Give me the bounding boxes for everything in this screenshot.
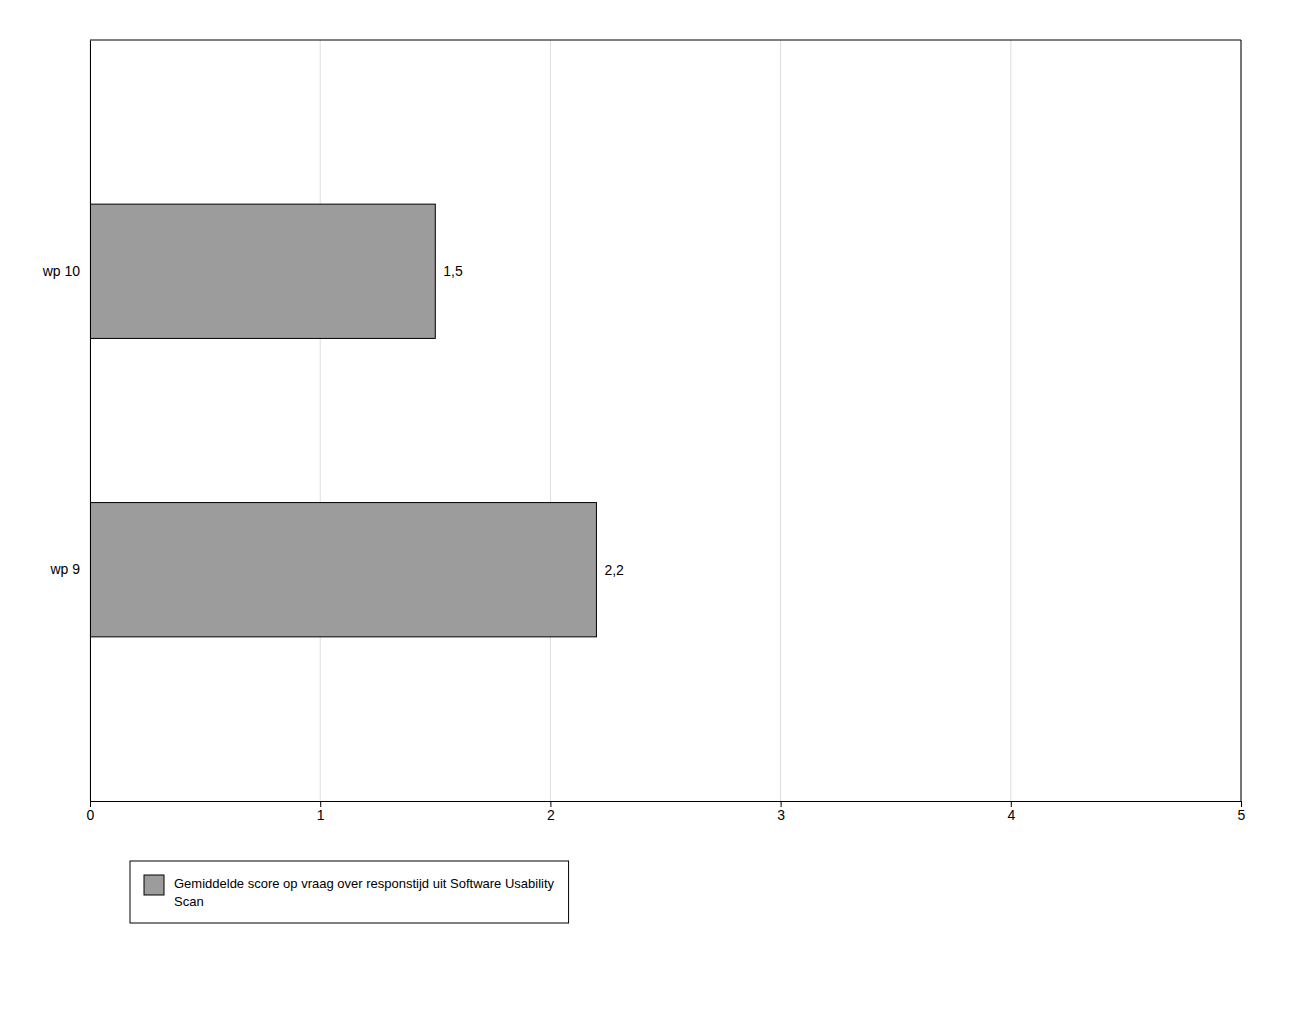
plot-frame (1241, 40, 1242, 801)
x-axis: 0 1 2 3 4 5 (87, 801, 1246, 823)
x-tick: 4 (1007, 801, 1015, 823)
y-tick-label: wp 9 (49, 561, 80, 577)
legend-label-line: Gemiddelde score op vraag over responsti… (174, 876, 555, 891)
grid-line (1010, 40, 1011, 801)
y-tick: wp 9 (49, 561, 80, 577)
x-tick: 0 (87, 801, 95, 823)
y-tick: wp 10 (42, 263, 81, 279)
grid-line (550, 40, 551, 801)
bar (90, 503, 596, 637)
x-tick-label: 5 (1238, 807, 1246, 823)
x-tick-label: 4 (1007, 807, 1015, 823)
legend-label: Gemiddelde score op vraag over responsti… (174, 876, 555, 909)
grid-line (1241, 40, 1242, 801)
legend-label-line: Scan (174, 894, 204, 909)
x-axis-line (91, 802, 1242, 808)
bars (90, 204, 596, 637)
x-tick: 2 (547, 801, 555, 823)
x-tick-label: 2 (547, 807, 555, 823)
legend-swatch (144, 875, 164, 895)
x-tick: 5 (1238, 801, 1246, 823)
legend-item: Gemiddelde score op vraag over responsti… (144, 875, 555, 909)
legend: Gemiddelde score op vraag over responsti… (130, 861, 569, 923)
x-tick: 3 (777, 801, 785, 823)
data-labels: 2,2 1,5 (443, 263, 624, 577)
grid-line (780, 40, 781, 801)
x-tick-label: 3 (777, 807, 785, 823)
data-label: 2,2 (604, 562, 624, 578)
y-tick-label: wp 10 (42, 263, 81, 279)
data-label: 1,5 (443, 263, 463, 279)
grid (90, 40, 1241, 801)
plot: 0 1 2 3 4 5 wp 9 wp 10 2,2 1,5 Gemiddelde score op… (42, 40, 1246, 923)
y-axis-line (90, 41, 91, 802)
grid-line (320, 40, 321, 801)
legend-frame (130, 861, 569, 923)
chart: 0 1 2 3 4 5 wp 9 wp 10 2,2 1,5 Gemiddelde score op… (0, 0, 1301, 1021)
x-tick-label: 0 (87, 807, 95, 823)
x-tick-label: 1 (317, 807, 325, 823)
plot-frame (90, 40, 1241, 41)
x-tick: 1 (317, 801, 325, 823)
grid-line (90, 40, 91, 801)
y-axis: wp 9 wp 10 (42, 41, 91, 802)
bar (90, 204, 435, 338)
